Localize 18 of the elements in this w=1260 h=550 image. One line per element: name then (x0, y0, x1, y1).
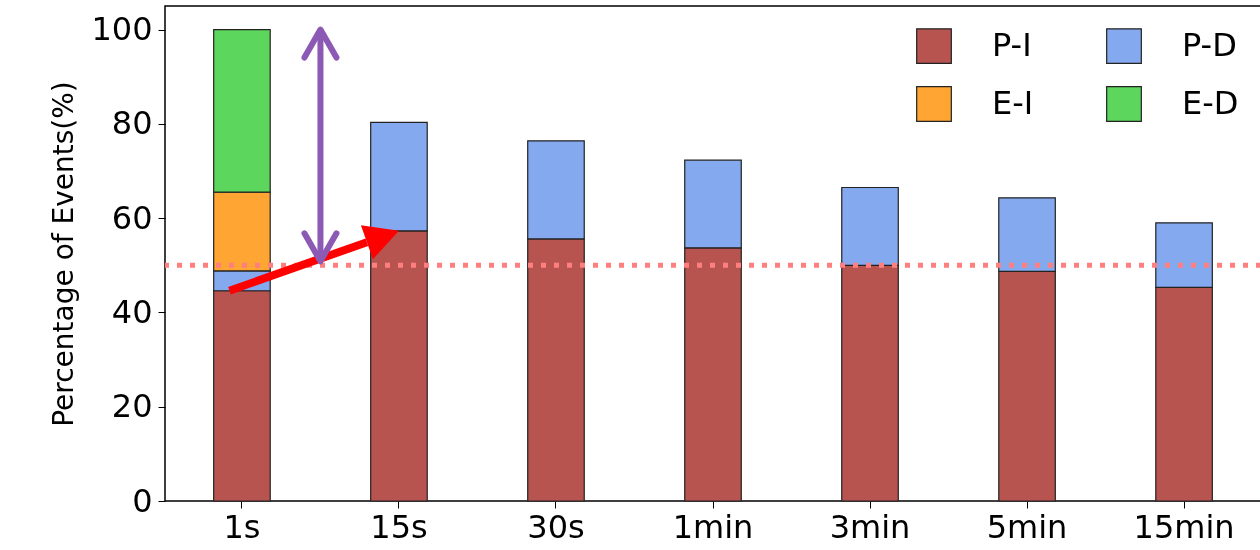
y-tick-label: 40 (111, 292, 153, 331)
x-tick-label: 15min (1133, 507, 1235, 546)
x-tick-label: 15s (370, 507, 428, 546)
y-tick-label: 60 (111, 198, 153, 237)
y-tick-label: 20 (111, 387, 153, 426)
legend-label: E-I (992, 84, 1034, 122)
x-tick-label: 30s (527, 507, 585, 546)
x-tick-label: 1min (672, 507, 754, 546)
legend-label: P-D (1182, 26, 1237, 65)
x-tick-label: 1s (223, 507, 261, 546)
y-tick-label: 0 (132, 481, 153, 520)
x-tick-label: 3min (829, 507, 911, 546)
y-tick-label: 80 (111, 104, 153, 143)
y-axis-title: Percentage of Events(%) (47, 81, 81, 427)
x-tick-label: 5min (986, 507, 1068, 546)
y-tick-label: 100 (91, 10, 153, 49)
legend-label: E-D (1182, 84, 1239, 122)
legend-label: P-I (992, 26, 1032, 65)
